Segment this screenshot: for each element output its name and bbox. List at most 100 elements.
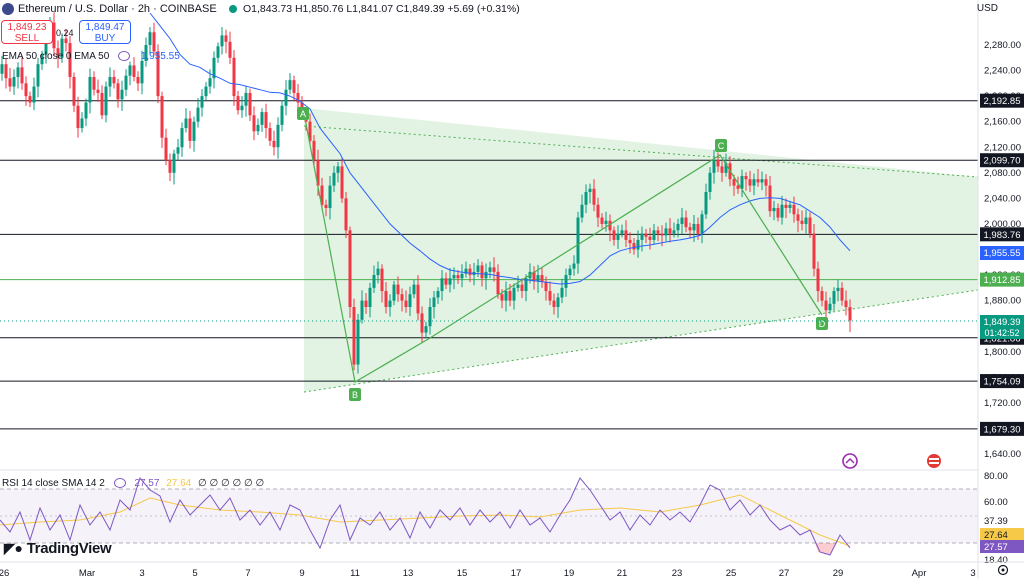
candle bbox=[488, 261, 492, 279]
ema-price-tag: 1,955.55 bbox=[980, 246, 1024, 260]
candle bbox=[16, 62, 20, 89]
candle bbox=[168, 153, 172, 182]
candle bbox=[404, 290, 408, 313]
sell-label: SELL bbox=[14, 33, 40, 44]
candle bbox=[612, 226, 616, 246]
symbol-title[interactable]: Ethereum / U.S. Dollar · 2h · COINBASE bbox=[18, 3, 217, 15]
candle bbox=[556, 292, 560, 318]
candle bbox=[332, 165, 336, 192]
buy-button[interactable]: 1,849.47 BUY bbox=[79, 20, 131, 44]
candle bbox=[752, 173, 756, 196]
tradingview-logo[interactable]: ◤● TradingView bbox=[4, 540, 112, 557]
visibility-icon[interactable] bbox=[118, 51, 131, 62]
candle bbox=[364, 292, 368, 315]
candle bbox=[104, 81, 108, 123]
candle bbox=[676, 218, 680, 238]
triangle-pattern bbox=[304, 108, 978, 392]
rsi-value-tag bbox=[980, 540, 1024, 553]
candle bbox=[348, 226, 352, 318]
candle bbox=[368, 282, 372, 318]
candle bbox=[136, 71, 140, 92]
time-tick-label: 15 bbox=[457, 568, 468, 579]
candle bbox=[160, 91, 164, 148]
candle bbox=[128, 61, 132, 86]
svg-text:A: A bbox=[300, 109, 306, 119]
replay-icon[interactable] bbox=[842, 453, 858, 469]
candle bbox=[816, 261, 820, 302]
candle bbox=[544, 276, 548, 301]
candle bbox=[184, 108, 188, 133]
point-d-label: D bbox=[816, 317, 828, 330]
candle bbox=[460, 264, 464, 288]
time-tick-label: 13 bbox=[403, 568, 414, 579]
time-tick-label: 23 bbox=[672, 568, 683, 579]
time-axis[interactable]: 26 Mar 3 5 7 9 11 13 15 17 19 21 23 25 27 29 Apr 3 bbox=[0, 568, 976, 579]
rsi-visibility-icon[interactable] bbox=[113, 478, 126, 489]
candle bbox=[144, 37, 148, 67]
time-tick-label: 17 bbox=[511, 568, 522, 579]
candle bbox=[572, 255, 576, 276]
candle bbox=[344, 191, 348, 238]
level-tag-value: 2,099.70 bbox=[984, 156, 1021, 167]
candle bbox=[72, 72, 76, 113]
candle bbox=[720, 161, 724, 182]
rsi-legend[interactable]: RSI 14 close SMA 14 2 27.57 27.64 ∅ ∅ ∅ … bbox=[2, 478, 264, 489]
price-tick-label: 2,000.00 bbox=[984, 219, 1021, 230]
abcd-pattern-path bbox=[303, 112, 823, 383]
currency-label[interactable]: USD bbox=[976, 3, 998, 14]
level-tag: 1,912.85 bbox=[980, 272, 1024, 287]
rsi-legend-label: RSI 14 close SMA 14 2 bbox=[2, 478, 105, 489]
candle-series bbox=[0, 12, 852, 374]
sell-price: 1,849.23 bbox=[7, 22, 47, 33]
candle bbox=[592, 179, 596, 212]
ema-legend[interactable]: EMA 50 close 0 EMA 50 1,955.55 bbox=[2, 51, 180, 62]
rsi-sma-line bbox=[0, 494, 851, 547]
level-tag-value: 1,912.85 bbox=[984, 275, 1021, 286]
candle bbox=[12, 69, 16, 95]
time-tick-label: 3 bbox=[970, 568, 975, 579]
candle bbox=[448, 268, 452, 293]
candle bbox=[652, 223, 656, 245]
sell-button[interactable]: 1,849.23 SELL bbox=[1, 20, 53, 44]
candle bbox=[76, 96, 80, 138]
flag-icon[interactable] bbox=[927, 454, 941, 468]
price-tick-label: 2,280.00 bbox=[984, 40, 1021, 51]
settings-icon[interactable] bbox=[997, 564, 1009, 576]
candle bbox=[792, 196, 796, 223]
candle bbox=[812, 223, 816, 277]
candle bbox=[384, 282, 388, 314]
rsi-tick-label: 27.64 bbox=[984, 530, 1008, 541]
candle bbox=[436, 287, 440, 304]
candle bbox=[432, 291, 436, 319]
candle bbox=[736, 176, 740, 194]
candle bbox=[772, 200, 776, 221]
candle bbox=[248, 88, 252, 122]
candle bbox=[52, 12, 56, 56]
candle bbox=[576, 211, 580, 274]
candle bbox=[116, 78, 120, 108]
candle bbox=[484, 263, 488, 290]
candle bbox=[624, 220, 628, 247]
candle bbox=[108, 67, 112, 97]
candle bbox=[172, 149, 176, 185]
candle bbox=[496, 264, 500, 299]
candle bbox=[232, 50, 236, 106]
level-tag-value: 1,754.09 bbox=[984, 377, 1021, 388]
candle bbox=[264, 103, 268, 139]
candle bbox=[668, 218, 672, 243]
candle bbox=[292, 75, 296, 101]
level-tag-value: 2,192.85 bbox=[984, 96, 1021, 107]
candle bbox=[836, 279, 840, 302]
level-tag: 2,192.85 bbox=[980, 93, 1024, 108]
time-tick-label: Apr bbox=[912, 568, 927, 579]
level-tag: 2,099.70 bbox=[980, 153, 1024, 168]
candle bbox=[112, 69, 116, 89]
candle bbox=[740, 169, 744, 198]
time-tick-label: 25 bbox=[726, 568, 737, 579]
level-tag: 1,679.30 bbox=[980, 421, 1024, 436]
candle bbox=[492, 257, 496, 282]
candle bbox=[552, 293, 556, 315]
candle bbox=[512, 283, 516, 310]
